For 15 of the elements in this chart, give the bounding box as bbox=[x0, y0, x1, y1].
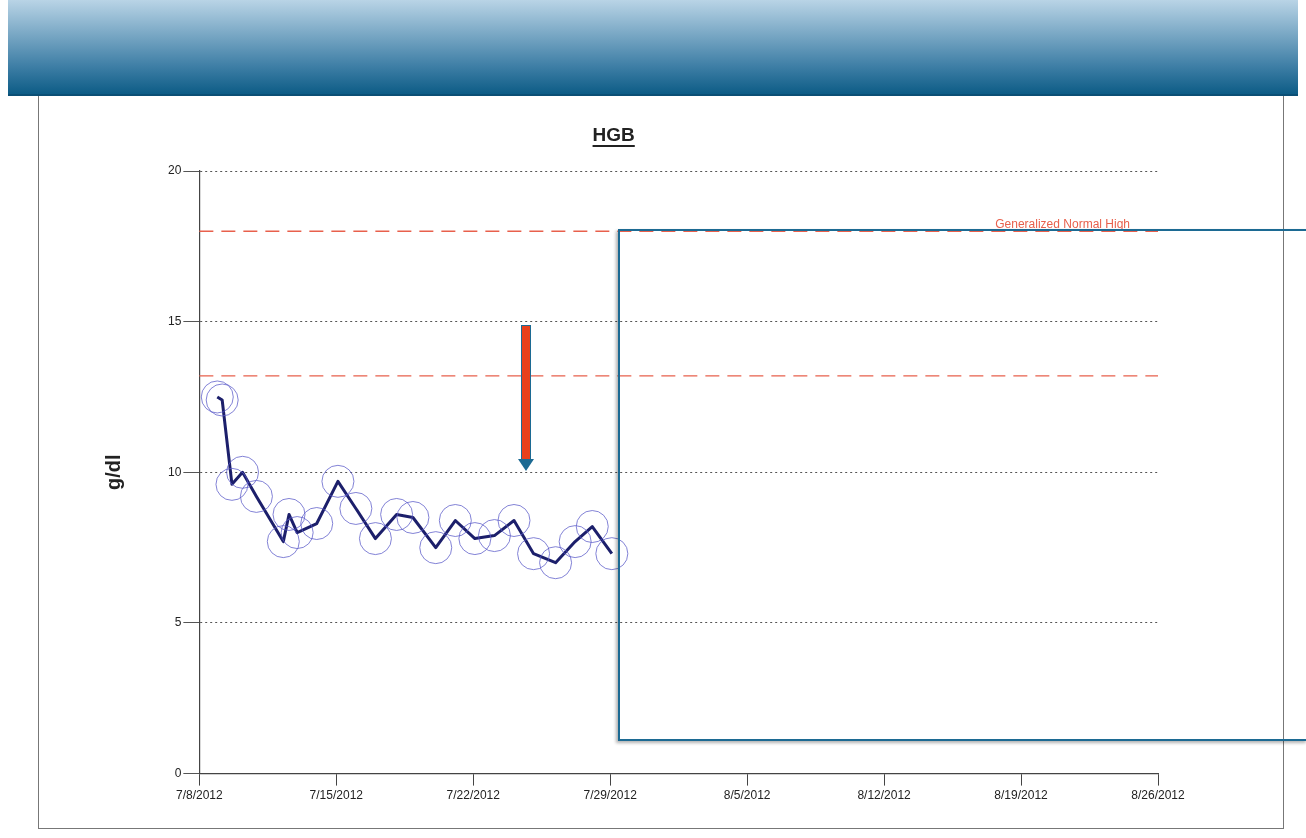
x-tick-label: 8/5/2012 bbox=[723, 788, 771, 803]
y-tick-label: 10 bbox=[167, 464, 182, 479]
y-tick-label: 5 bbox=[174, 615, 182, 630]
y-tick-label: 15 bbox=[167, 313, 182, 328]
y-tick-label: 0 bbox=[174, 765, 182, 780]
y-tick-label: 20 bbox=[167, 163, 182, 178]
y-axis-title: g/dl bbox=[101, 454, 124, 491]
x-tick-label: 8/19/2012 bbox=[994, 788, 1049, 803]
x-tick-label: 7/22/2012 bbox=[446, 788, 501, 803]
chart-title: HGB bbox=[592, 124, 635, 145]
x-tick-label: 7/8/2012 bbox=[175, 788, 224, 803]
x-tick-label: 7/15/2012 bbox=[309, 788, 364, 803]
x-tick-label: 8/26/2012 bbox=[1131, 788, 1186, 803]
x-tick-label: 7/29/2012 bbox=[583, 788, 638, 803]
x-tick-label: 8/12/2012 bbox=[857, 788, 912, 803]
